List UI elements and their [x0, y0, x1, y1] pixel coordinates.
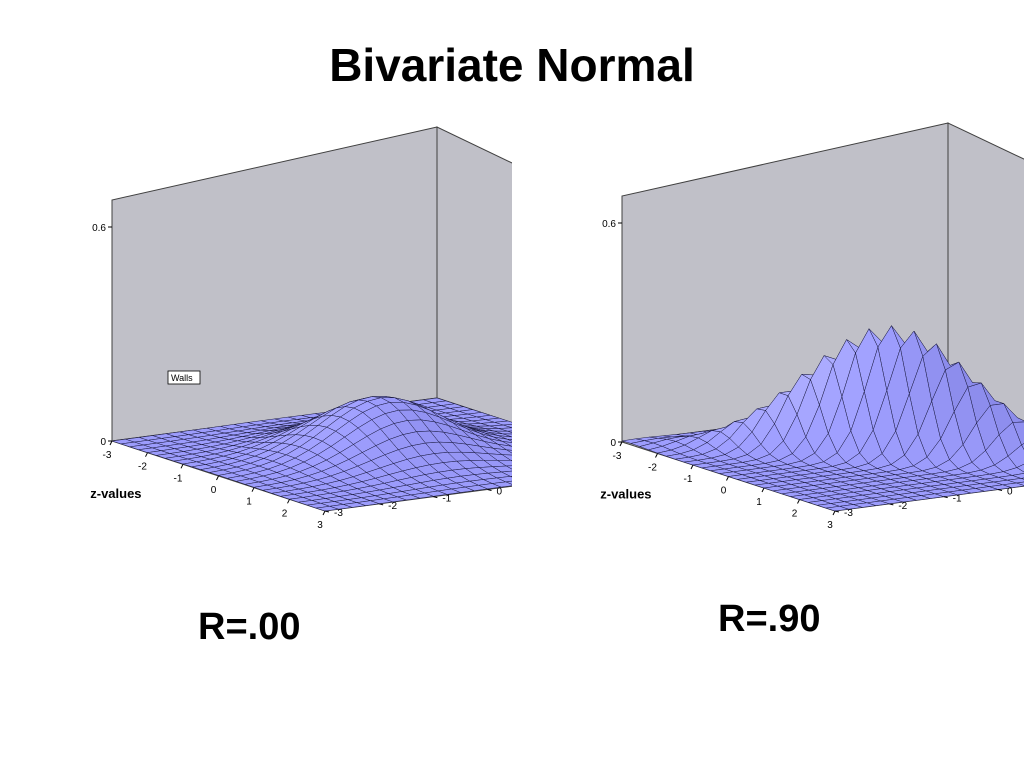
- surface-mesh: [111, 396, 512, 512]
- z-tick-label: 0: [100, 437, 106, 448]
- x-tick-mark: [109, 440, 113, 446]
- x-tick-label: -3: [613, 451, 622, 462]
- x-axis-title: z-values: [600, 487, 651, 502]
- x-tick-mark: [832, 510, 836, 516]
- y-tick-label: -1: [953, 494, 962, 505]
- z-tick-label: 0.6: [602, 219, 616, 230]
- surface-cell: [316, 506, 339, 512]
- y-tick-mark: [889, 503, 894, 506]
- z-tick-label: 0.6: [92, 223, 106, 234]
- x-tick-mark: [726, 476, 729, 481]
- x-tick-label: 2: [792, 509, 798, 520]
- caption-r90: R=.90: [718, 598, 821, 640]
- tooltip-label: Walls: [171, 373, 193, 383]
- x-tick-mark: [145, 452, 148, 457]
- x-tick-label: -1: [684, 474, 693, 485]
- y-tick-mark: [943, 496, 948, 499]
- caption-r00: R=.00: [198, 606, 301, 648]
- x-tick-mark: [690, 464, 694, 470]
- surface-chart-r00: 00.6-3-2-10123-3-2-10123z-valuesz-values…: [90, 126, 512, 531]
- y-tick-mark: [997, 489, 1003, 491]
- x-tick-label: -2: [648, 463, 657, 474]
- x-tick-label: 0: [211, 485, 217, 496]
- y-tick-label: -2: [388, 501, 397, 512]
- y-tick-mark: [324, 510, 330, 513]
- x-tick-mark: [797, 499, 800, 504]
- y-tick-label: -3: [844, 508, 853, 519]
- walls-tooltip: Walls: [167, 370, 201, 385]
- y-tick-mark: [487, 489, 492, 491]
- x-tick-label: -3: [103, 450, 112, 461]
- x-tick-mark: [761, 487, 765, 493]
- x-tick-mark: [619, 441, 623, 447]
- y-tick-label: -2: [898, 501, 907, 512]
- y-tick-label: 0: [497, 487, 503, 498]
- surface-mesh: [621, 325, 1024, 512]
- x-tick-label: -1: [174, 473, 183, 484]
- x-tick-mark: [180, 464, 184, 469]
- back-wall: [947, 122, 1024, 425]
- left-wall: [111, 126, 438, 442]
- surface-cell: [826, 506, 849, 512]
- y-tick-label: 0: [1007, 487, 1013, 498]
- x-tick-label: 3: [827, 520, 833, 531]
- y-tick-mark: [433, 496, 438, 499]
- x-tick-label: 0: [721, 486, 727, 497]
- y-tick-label: -3: [334, 508, 343, 519]
- x-tick-mark: [251, 487, 255, 492]
- x-tick-mark: [216, 475, 219, 481]
- z-tick-label: 0: [610, 438, 616, 449]
- x-tick-label: 3: [317, 520, 323, 531]
- y-tick-label: -1: [442, 494, 451, 505]
- x-tick-mark: [655, 453, 658, 458]
- x-tick-label: 1: [246, 497, 252, 508]
- x-tick-label: 1: [756, 497, 762, 508]
- y-tick-mark: [834, 510, 840, 513]
- y-tick-mark: [379, 503, 384, 506]
- slide-title: Bivariate Normal: [329, 39, 695, 91]
- x-tick-mark: [287, 499, 290, 504]
- x-tick-label: 2: [282, 508, 288, 519]
- back-wall: [436, 126, 512, 424]
- x-tick-mark: [322, 510, 326, 516]
- x-axis-title: z-values: [90, 486, 141, 501]
- x-tick-label: -2: [138, 462, 147, 473]
